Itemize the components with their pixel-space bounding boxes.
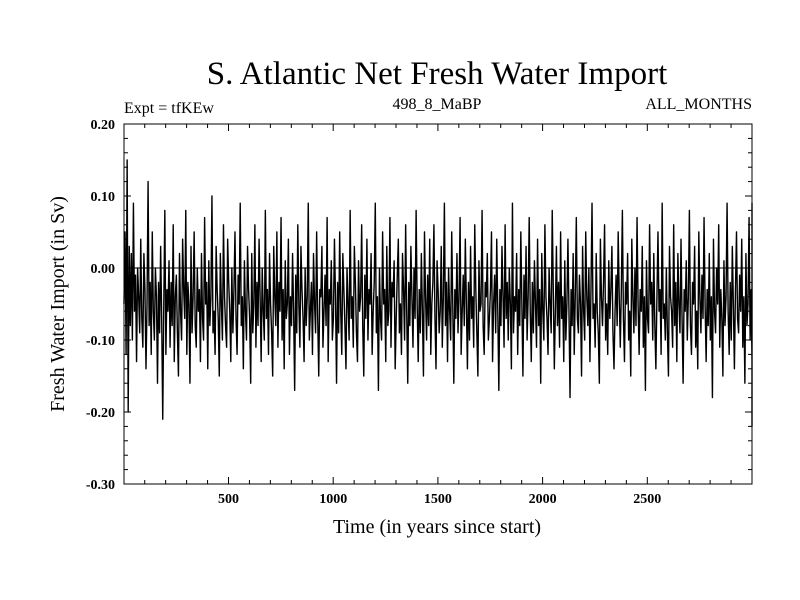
x-tick-label: 1000 [319,492,347,507]
plot-area: 500 1000 1500 2000 2500 0.20 0.10 0.00 -0.10 -0.2… [86,118,753,507]
experiment-label: Expt = tfKEw [124,100,214,117]
x-axis-label: Time (in years since start) [333,516,541,538]
y-tick-label: -0.30 [86,478,115,493]
y-tick-label: -0.20 [86,406,115,421]
x-tick-label: 2000 [529,492,557,507]
x-tick-label: 2500 [633,492,661,507]
y-tick-label: 0.20 [91,118,116,133]
x-tick-label: 500 [218,492,239,507]
y-tick-label: 0.00 [91,262,116,277]
x-tick-label: 1500 [424,492,452,507]
y-tick-label: 0.10 [91,190,116,205]
months-label: ALL_MONTHS [645,96,752,113]
chart-title: S. Atlantic Net Fresh Water Import [207,56,668,92]
period-label: 498_8_MaBP [393,96,482,113]
y-tick-label: -0.10 [86,334,115,349]
y-axis-label: Fresh Water Import (in Sv) [47,196,69,412]
